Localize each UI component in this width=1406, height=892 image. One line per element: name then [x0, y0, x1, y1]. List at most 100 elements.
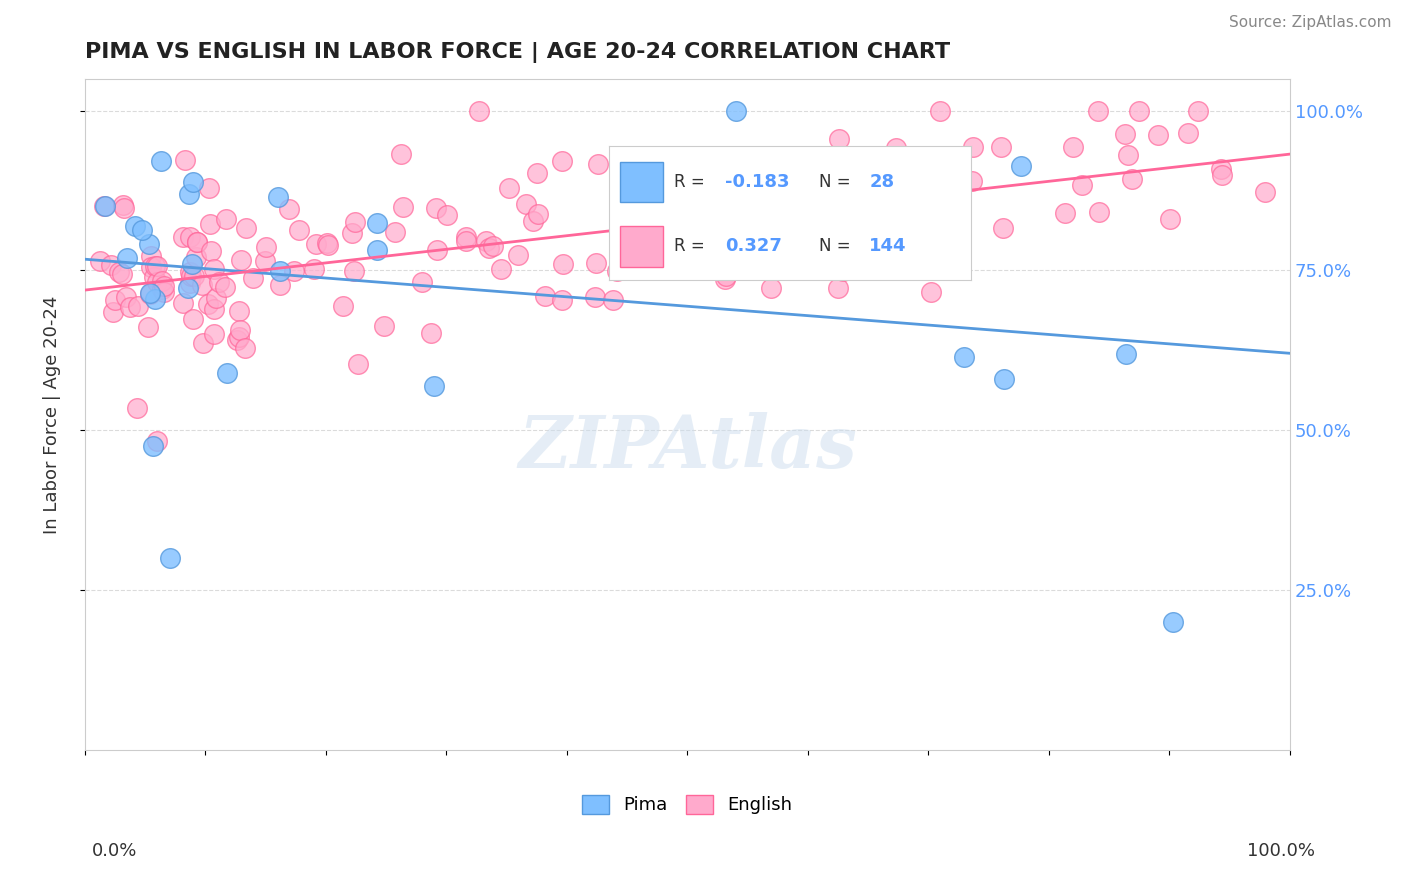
Y-axis label: In Labor Force | Age 20-24: In Labor Force | Age 20-24 [44, 295, 60, 533]
Point [454, 234, 477, 248]
Point [127, 401, 149, 416]
Point [139, 260, 162, 274]
Point [553, 257, 575, 271]
Point [1121, 171, 1143, 186]
Point [920, 285, 942, 299]
Point [183, 174, 205, 188]
Point [115, 251, 138, 265]
Point [254, 240, 277, 254]
Point [763, 227, 786, 241]
Point [267, 190, 290, 204]
Point [411, 276, 433, 290]
Legend: Pima, English: Pima, English [575, 788, 800, 822]
Point [851, 179, 873, 194]
Point [891, 235, 914, 249]
Point [198, 180, 221, 194]
Point [136, 319, 159, 334]
Text: Source: ZipAtlas.com: Source: ZipAtlas.com [1229, 15, 1392, 29]
Point [146, 434, 169, 448]
Point [551, 153, 574, 168]
Point [304, 236, 326, 251]
Text: 0.0%: 0.0% [91, 842, 136, 860]
Point [1187, 103, 1209, 118]
Point [1116, 148, 1139, 162]
Point [343, 264, 366, 278]
Point [1161, 615, 1184, 630]
Point [884, 141, 907, 155]
Point [143, 259, 166, 273]
Point [962, 140, 984, 154]
Point [942, 162, 965, 177]
Point [515, 197, 537, 211]
Point [186, 235, 208, 249]
Point [225, 333, 247, 347]
Point [197, 297, 219, 311]
Point [1010, 160, 1032, 174]
Point [233, 341, 256, 355]
Point [131, 223, 153, 237]
Point [179, 230, 201, 244]
Point [803, 245, 825, 260]
Point [114, 290, 136, 304]
Point [478, 242, 501, 256]
Point [343, 215, 366, 229]
Point [153, 279, 176, 293]
Point [202, 326, 225, 341]
Point [183, 269, 205, 284]
Point [852, 248, 875, 262]
Point [179, 186, 201, 201]
Point [173, 153, 195, 167]
Point [678, 246, 700, 260]
Point [142, 439, 165, 453]
Point [93, 199, 115, 213]
Point [142, 270, 165, 285]
Point [1211, 169, 1233, 183]
Point [118, 300, 141, 314]
Point [534, 289, 557, 303]
Point [108, 265, 131, 279]
Point [138, 237, 160, 252]
Point [586, 157, 609, 171]
Point [184, 250, 207, 264]
Point [758, 199, 780, 213]
Point [288, 223, 311, 237]
Point [101, 304, 124, 318]
Point [993, 371, 1015, 385]
Point [1054, 206, 1077, 220]
Point [827, 281, 849, 295]
Point [172, 230, 194, 244]
Point [366, 243, 388, 257]
Point [468, 103, 491, 118]
Point [425, 201, 447, 215]
Point [953, 350, 976, 364]
Point [426, 243, 449, 257]
Point [93, 198, 115, 212]
Point [302, 262, 325, 277]
Point [1088, 204, 1111, 219]
Point [214, 280, 236, 294]
Point [89, 254, 111, 268]
Point [928, 150, 950, 164]
Point [807, 233, 830, 247]
Point [340, 226, 363, 240]
Point [436, 208, 458, 222]
Point [228, 323, 250, 337]
Point [508, 248, 530, 262]
Point [111, 268, 134, 282]
Point [235, 220, 257, 235]
Point [253, 253, 276, 268]
Point [100, 258, 122, 272]
Text: 100.0%: 100.0% [1247, 842, 1315, 860]
Point [159, 551, 181, 566]
Point [929, 103, 952, 118]
Point [179, 265, 201, 279]
Point [454, 230, 477, 244]
Point [104, 293, 127, 307]
Point [149, 153, 172, 168]
Point [316, 237, 339, 252]
Point [204, 291, 226, 305]
Point [1147, 128, 1170, 142]
Point [602, 293, 624, 307]
Point [316, 236, 339, 251]
Point [389, 147, 412, 161]
